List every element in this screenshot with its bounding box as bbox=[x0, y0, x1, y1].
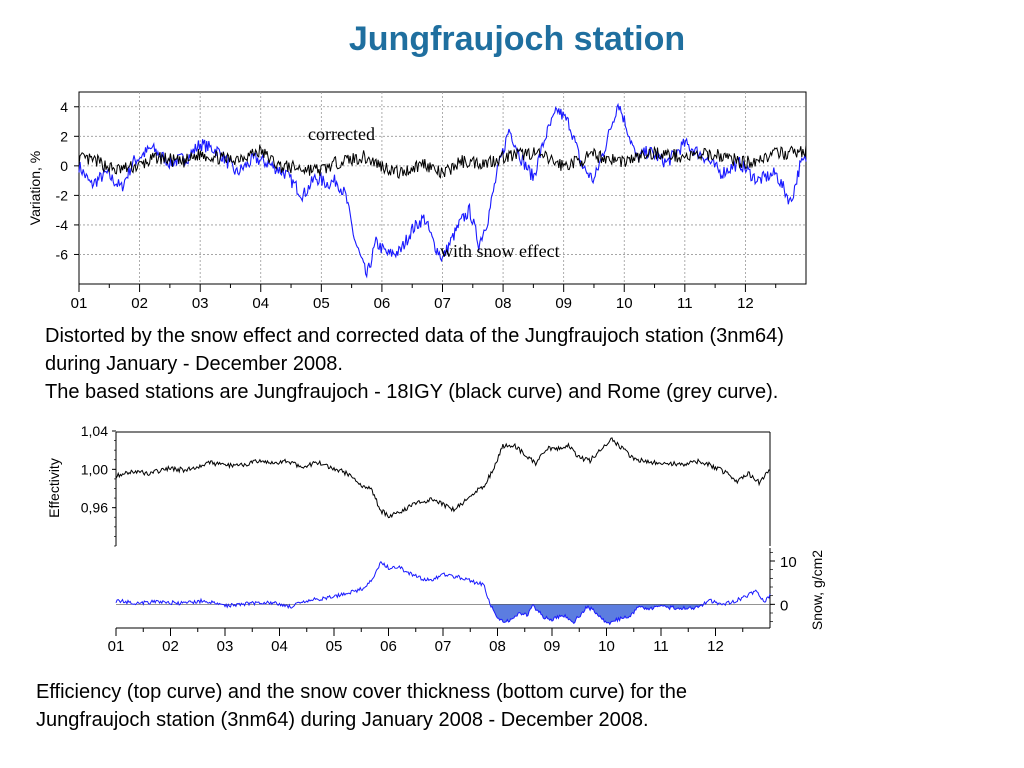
y-tick-label: -2 bbox=[56, 187, 69, 203]
x-tick-label: 11 bbox=[653, 638, 669, 655]
series-snow bbox=[115, 560, 771, 626]
x-tick-label: 10 bbox=[616, 295, 633, 312]
x-tick-label: 05 bbox=[313, 295, 330, 312]
y-tick-label: 0 bbox=[60, 158, 68, 174]
annotation-corrected: corrected bbox=[308, 124, 375, 144]
y2-tick-label: 0 bbox=[780, 597, 788, 614]
caption-line: The based stations are Jungfraujoch - 18… bbox=[45, 381, 779, 403]
y2-tick-label: 10 bbox=[780, 554, 797, 571]
x-tick-label: 04 bbox=[271, 638, 288, 655]
y-tick-label: -4 bbox=[56, 217, 69, 233]
series-effectivity bbox=[115, 437, 771, 519]
x-tick-label: 12 bbox=[707, 638, 724, 655]
y-axis-label: Effectivity bbox=[46, 458, 62, 518]
effectivity-snow-chart: 1,04 1,00 0,96 10 0 01 02 03 04 05 06 07 08 09 10 11 12 E… bbox=[46, 423, 825, 655]
y-tick-label: -6 bbox=[56, 246, 69, 262]
x-tick-label: 07 bbox=[435, 638, 452, 655]
annotation-with-snow-effect: with snow effect bbox=[440, 241, 560, 261]
x-tick-label: 11 bbox=[677, 295, 693, 312]
x-tick-label: 10 bbox=[598, 638, 615, 655]
snow-fill bbox=[491, 604, 727, 625]
caption-line: Jungfraujoch station (3nm64) during Janu… bbox=[36, 709, 649, 731]
y-tick-label: 1,04 bbox=[81, 423, 108, 439]
x-tick-label: 09 bbox=[555, 295, 572, 312]
caption-variation-chart: Distorted by the snow effect and correct… bbox=[45, 322, 784, 406]
y-tick-label: 4 bbox=[60, 99, 68, 115]
x-tick-label: 12 bbox=[737, 295, 754, 312]
y-tick-label: 1,00 bbox=[81, 461, 108, 477]
series-with-snow-effect bbox=[78, 102, 807, 279]
x-tick-label: 09 bbox=[544, 638, 561, 655]
caption-effectivity-chart: Efficiency (top curve) and the snow cove… bbox=[36, 678, 687, 734]
y-axis-label: Variation, % bbox=[27, 151, 43, 225]
x-tick-label: 05 bbox=[326, 638, 343, 655]
variation-chart: 4 2 0 -2 -4 -6 01 02 03 04 05 06 07 08 09 10 11 12 Variati… bbox=[27, 91, 807, 312]
y2-axis-label: Snow, g/cm2 bbox=[809, 550, 825, 630]
x-tick-label: 01 bbox=[108, 638, 125, 655]
caption-line: Efficiency (top curve) and the snow cove… bbox=[36, 681, 688, 703]
x-tick-label: 08 bbox=[489, 638, 506, 655]
x-tick-label: 02 bbox=[131, 295, 148, 312]
x-tick-label: 08 bbox=[495, 295, 512, 312]
caption-line: during January - December 2008. bbox=[45, 353, 343, 375]
caption-line: Distorted by the snow effect and correct… bbox=[45, 325, 784, 347]
slide-title: Jungfraujoch station bbox=[348, 20, 686, 58]
x-tick-label: 06 bbox=[380, 638, 397, 655]
y-tick-label: 2 bbox=[60, 128, 68, 144]
x-tick-label: 01 bbox=[71, 295, 88, 312]
x-tick-label: 07 bbox=[434, 295, 451, 312]
x-tick-label: 06 bbox=[374, 295, 391, 312]
x-tick-label: 02 bbox=[162, 638, 179, 655]
x-tick-label: 03 bbox=[217, 638, 234, 655]
series-corrected bbox=[78, 143, 807, 180]
y-tick-label: 0,96 bbox=[81, 500, 108, 516]
x-tick-label: 04 bbox=[252, 295, 269, 312]
x-tick-label: 03 bbox=[192, 295, 209, 312]
